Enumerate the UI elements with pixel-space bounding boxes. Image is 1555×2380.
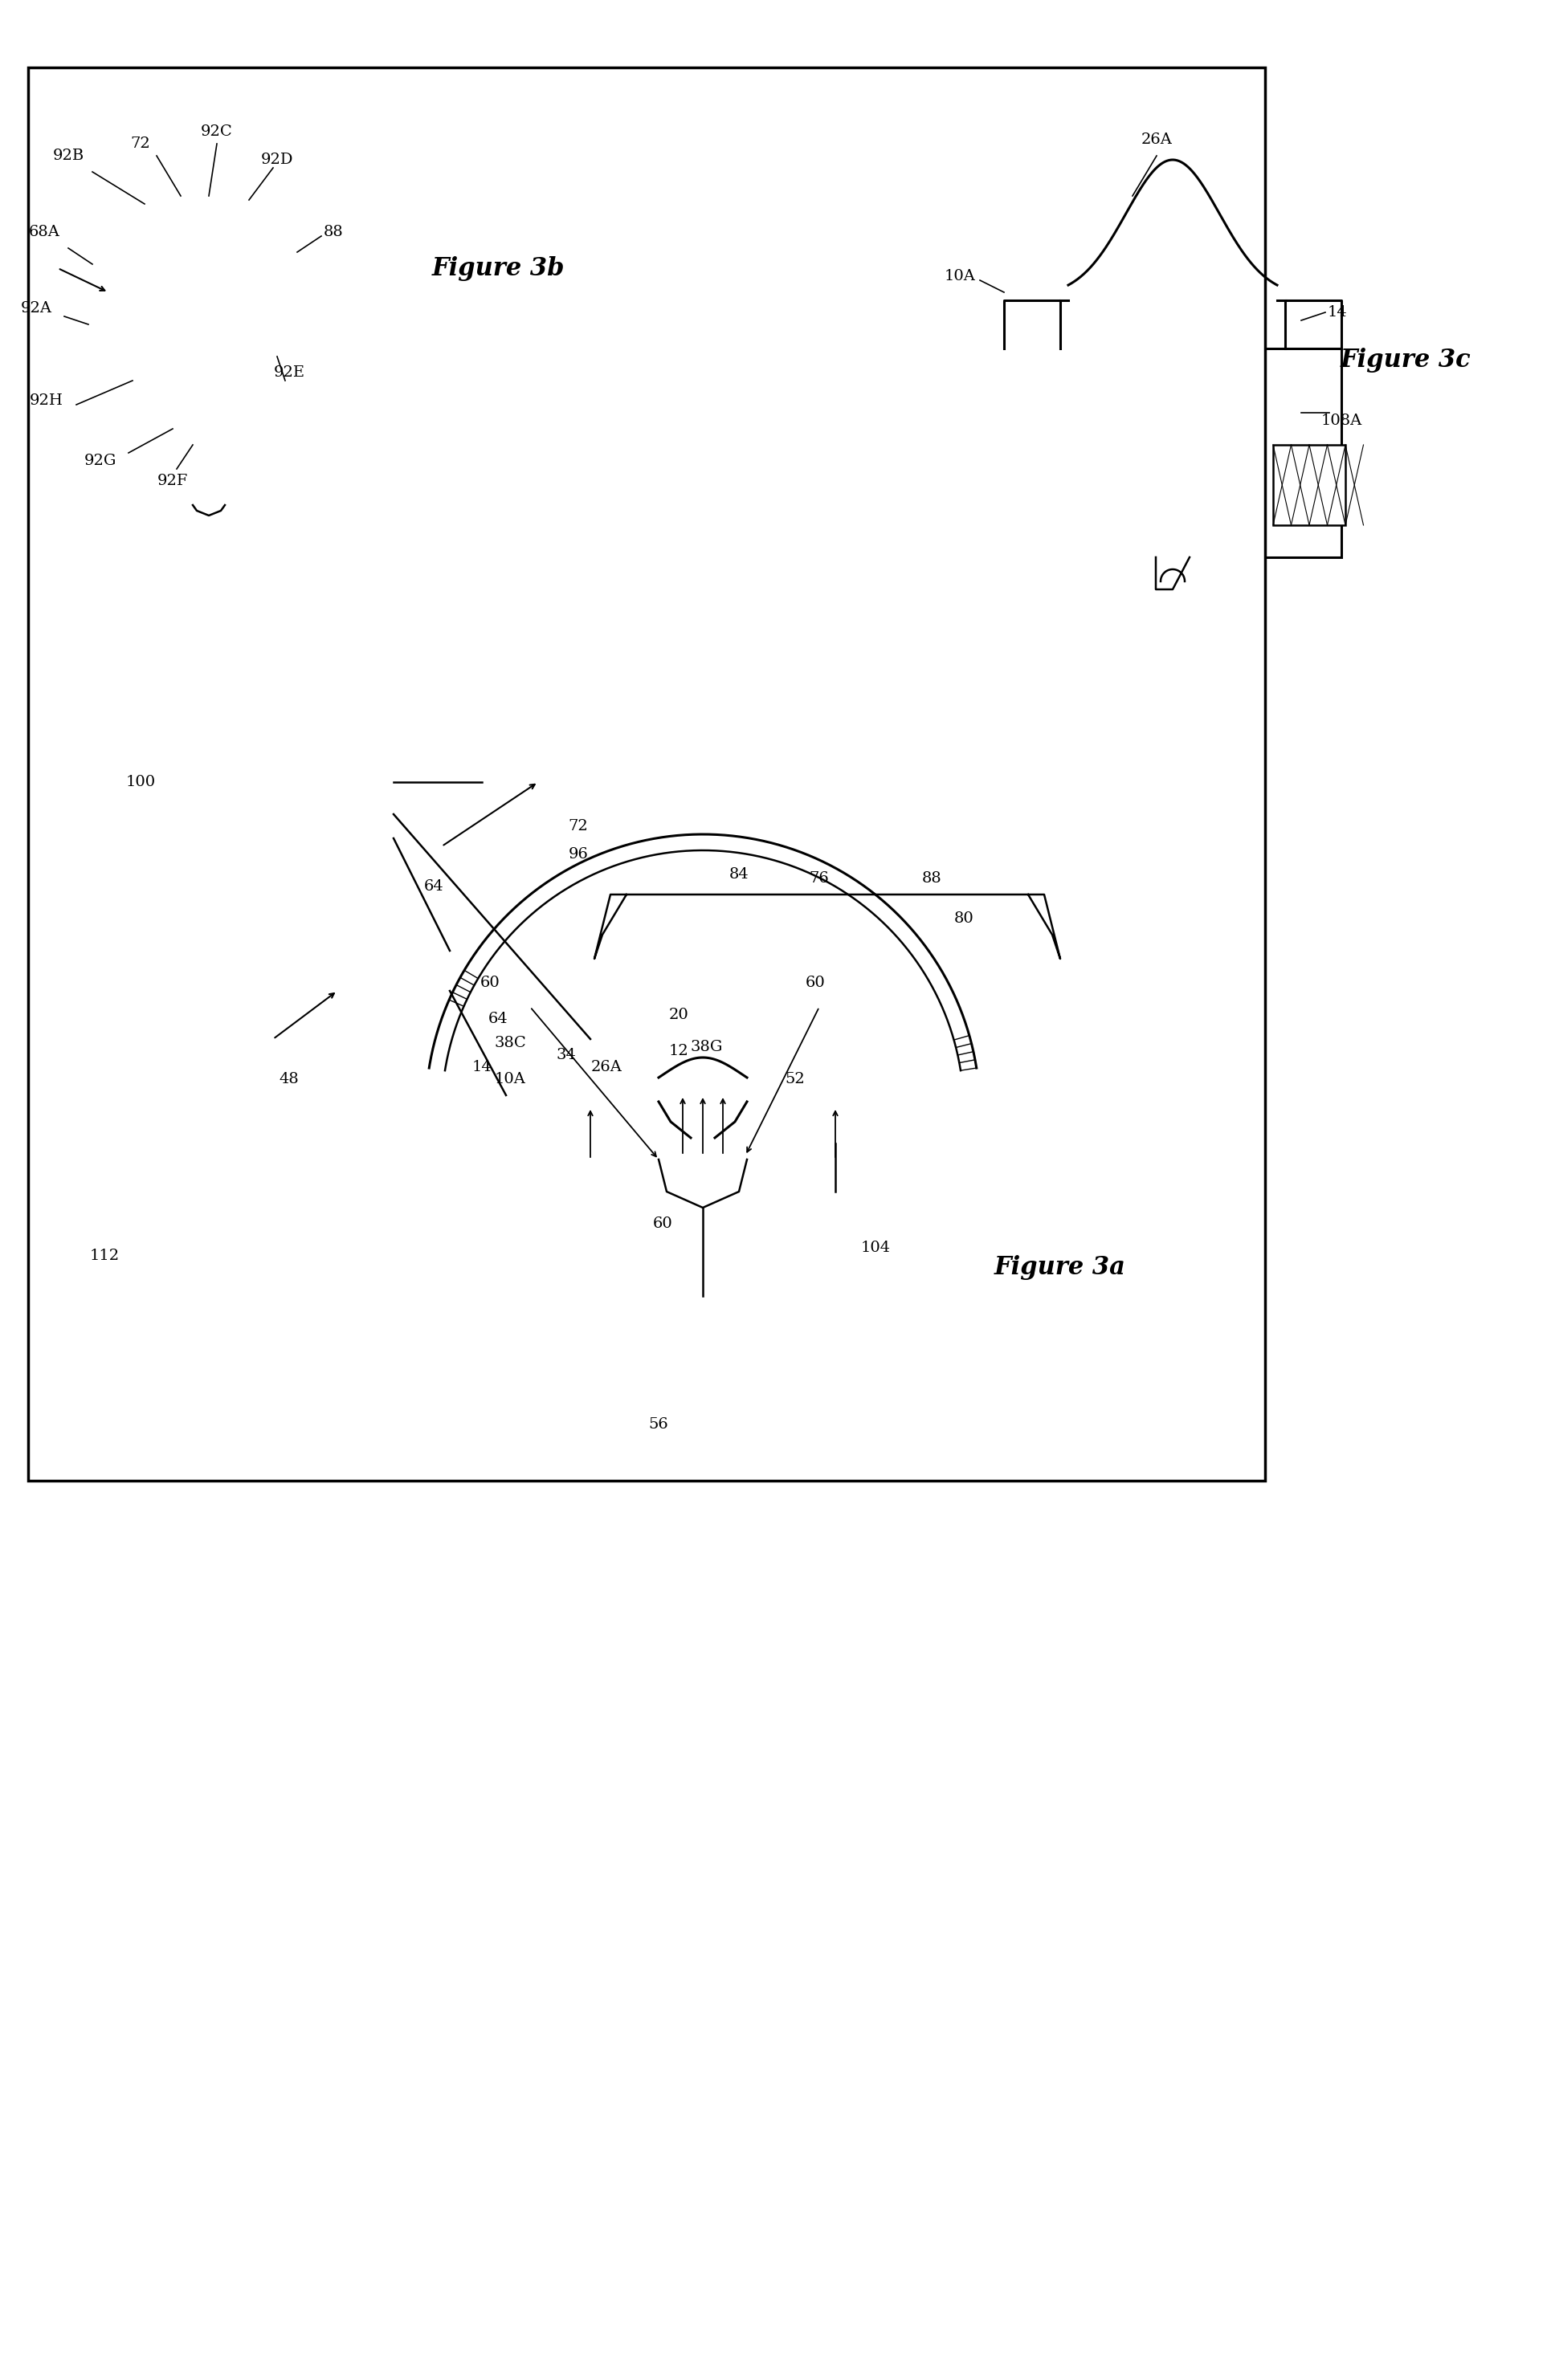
Text: 112: 112 xyxy=(90,1250,120,1264)
Text: Figure 3b: Figure 3b xyxy=(432,255,564,281)
Bar xyxy=(578,540,1076,895)
Circle shape xyxy=(154,255,183,283)
Text: 92B: 92B xyxy=(53,148,84,162)
Text: 76: 76 xyxy=(809,871,829,885)
Text: 10A: 10A xyxy=(494,1071,526,1085)
Text: 20: 20 xyxy=(669,1007,689,1021)
Text: 72: 72 xyxy=(569,819,588,833)
Text: 60: 60 xyxy=(805,976,826,990)
Text: 92F: 92F xyxy=(157,474,188,488)
Bar xyxy=(627,1297,779,1433)
Bar xyxy=(1274,445,1345,526)
Text: 56: 56 xyxy=(648,1416,669,1433)
Circle shape xyxy=(199,369,227,397)
Text: 84: 84 xyxy=(729,866,750,881)
Circle shape xyxy=(159,371,187,400)
Bar xyxy=(774,907,835,1107)
Text: 92A: 92A xyxy=(20,302,51,317)
Text: 64: 64 xyxy=(425,878,443,895)
Text: 108A: 108A xyxy=(1320,414,1362,428)
Text: 34: 34 xyxy=(557,1047,577,1061)
Text: 48: 48 xyxy=(280,1071,299,1085)
Text: 92E: 92E xyxy=(274,367,305,381)
Text: 38C: 38C xyxy=(494,1035,526,1050)
Circle shape xyxy=(182,312,211,340)
Circle shape xyxy=(194,250,224,278)
Text: 96: 96 xyxy=(568,847,588,862)
Circle shape xyxy=(56,205,361,509)
Text: 26A: 26A xyxy=(1141,133,1172,148)
Bar xyxy=(538,733,602,831)
Text: 38G: 38G xyxy=(690,1040,723,1054)
Text: 14: 14 xyxy=(473,1059,491,1073)
Text: Figure 3a: Figure 3a xyxy=(994,1254,1126,1280)
Circle shape xyxy=(238,255,267,283)
Bar xyxy=(835,1142,956,1240)
Bar xyxy=(177,693,393,871)
Bar xyxy=(650,1012,774,1107)
Text: 60: 60 xyxy=(480,976,499,990)
Bar xyxy=(28,67,1266,1480)
Text: 80: 80 xyxy=(953,912,973,926)
Text: Figure 3c: Figure 3c xyxy=(1340,347,1471,374)
Circle shape xyxy=(235,374,263,402)
Text: 52: 52 xyxy=(785,1071,805,1085)
Text: 100: 100 xyxy=(126,776,156,790)
Text: 72: 72 xyxy=(131,136,151,150)
Text: 68A: 68A xyxy=(28,224,59,240)
Text: 104: 104 xyxy=(860,1240,891,1254)
Bar xyxy=(64,902,418,1321)
Text: 92H: 92H xyxy=(30,393,64,407)
Circle shape xyxy=(138,314,166,343)
Bar xyxy=(470,1040,594,1066)
Text: 14: 14 xyxy=(1328,305,1347,319)
Text: 92C: 92C xyxy=(201,124,233,138)
Text: 64: 64 xyxy=(488,1012,508,1026)
Circle shape xyxy=(222,314,252,343)
Bar xyxy=(670,1040,795,1066)
Text: 92D: 92D xyxy=(261,152,294,167)
Text: 88: 88 xyxy=(922,871,942,885)
Text: 10A: 10A xyxy=(944,269,975,283)
Text: 26A: 26A xyxy=(591,1059,622,1073)
Text: 60: 60 xyxy=(653,1216,673,1230)
Text: 12: 12 xyxy=(669,1045,689,1059)
Bar xyxy=(1005,347,1342,557)
Text: 88: 88 xyxy=(323,224,344,240)
Bar xyxy=(591,907,650,1107)
Text: 92G: 92G xyxy=(84,455,117,469)
